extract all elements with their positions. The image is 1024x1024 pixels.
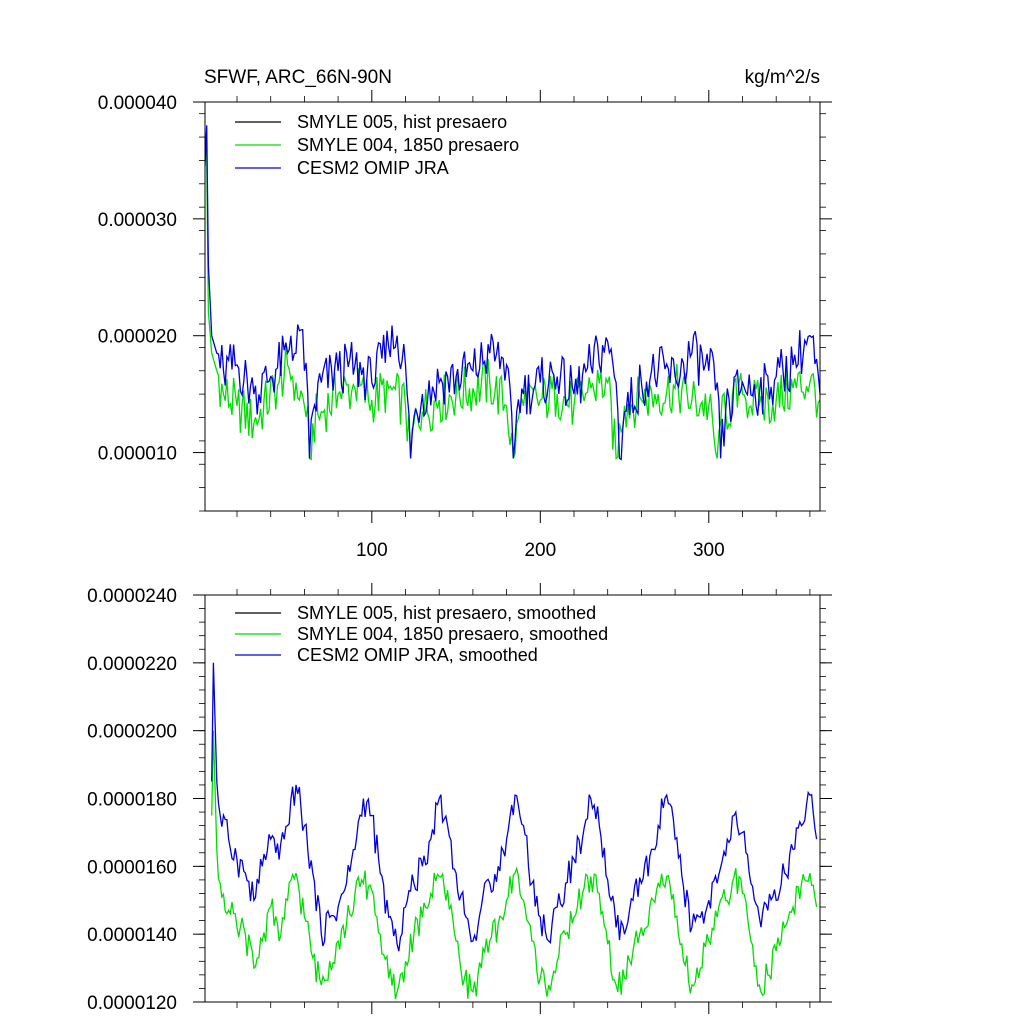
top-chart-title: SFWF, ARC_66N-90N <box>204 67 392 88</box>
bottom-legend: SMYLE 005, hist presaero, smoothedSMYLE … <box>235 603 608 665</box>
bottom-panel: 0.0000120 0.0000140 0.0000160 0.0000180 0.00… <box>87 583 832 1014</box>
top-xtick-label: 200 <box>524 540 556 561</box>
top-legend-label-2: CESM2 OMIP JRA <box>297 158 449 178</box>
top-legend-label-0: SMYLE 005, hist presaero <box>297 112 507 132</box>
bottom-series-layer <box>211 662 818 1000</box>
top-ytick-label: 0.000040 <box>98 93 177 114</box>
bottom-ytick-label: 0.0000240 <box>87 586 177 607</box>
top-chart-units: kg/m^2/s <box>745 67 820 88</box>
top-panel: SFWF, ARC_66N-90N kg/m^2/s 0.0000100.000… <box>98 67 832 561</box>
bottom-ytick-label: 0.0000200 <box>87 722 177 743</box>
bottom-ytick-label: 0.0000120 <box>87 993 177 1014</box>
top-xtick-label: 300 <box>693 540 725 561</box>
top-legend: SMYLE 005, hist presaero SMYLE 004, 1850 … <box>235 112 519 178</box>
bottom-legend-label-0: SMYLE 005, hist presaero, smoothed <box>297 603 596 623</box>
top-series-line-1 <box>205 131 820 461</box>
bottom-ticks-layer: 0.0000120 0.0000140 0.0000160 0.0000180 0.00… <box>87 583 832 1014</box>
top-xtick-label: 100 <box>356 540 388 561</box>
top-ytick-label: 0.000020 <box>98 327 177 348</box>
top-ytick-label: 0.000030 <box>98 210 177 231</box>
bottom-ytick-label: 0.0000220 <box>87 654 177 675</box>
top-series-layer <box>205 125 820 461</box>
top-series-line-2 <box>205 125 820 461</box>
top-ticks-layer: 0.000010 0.000020 0.000030 0.000040 100 200 30… <box>98 90 832 561</box>
top-legend-label-1: SMYLE 004, 1850 presaero <box>297 135 519 155</box>
bottom-series-line-2 <box>211 662 818 952</box>
bottom-ytick-label: 0.0000140 <box>87 925 177 946</box>
bottom-ytick-label: 0.0000180 <box>87 790 177 811</box>
bottom-legend-label-2: CESM2 OMIP JRA, smoothed <box>297 645 538 665</box>
bottom-legend-label-1: SMYLE 004, 1850 presaero, smoothed <box>297 624 608 644</box>
top-plot-frame <box>204 101 821 512</box>
bottom-ytick-label: 0.0000160 <box>87 857 177 878</box>
bottom-series-line-1 <box>211 730 818 1000</box>
top-ytick-label: 0.000010 <box>98 444 177 465</box>
